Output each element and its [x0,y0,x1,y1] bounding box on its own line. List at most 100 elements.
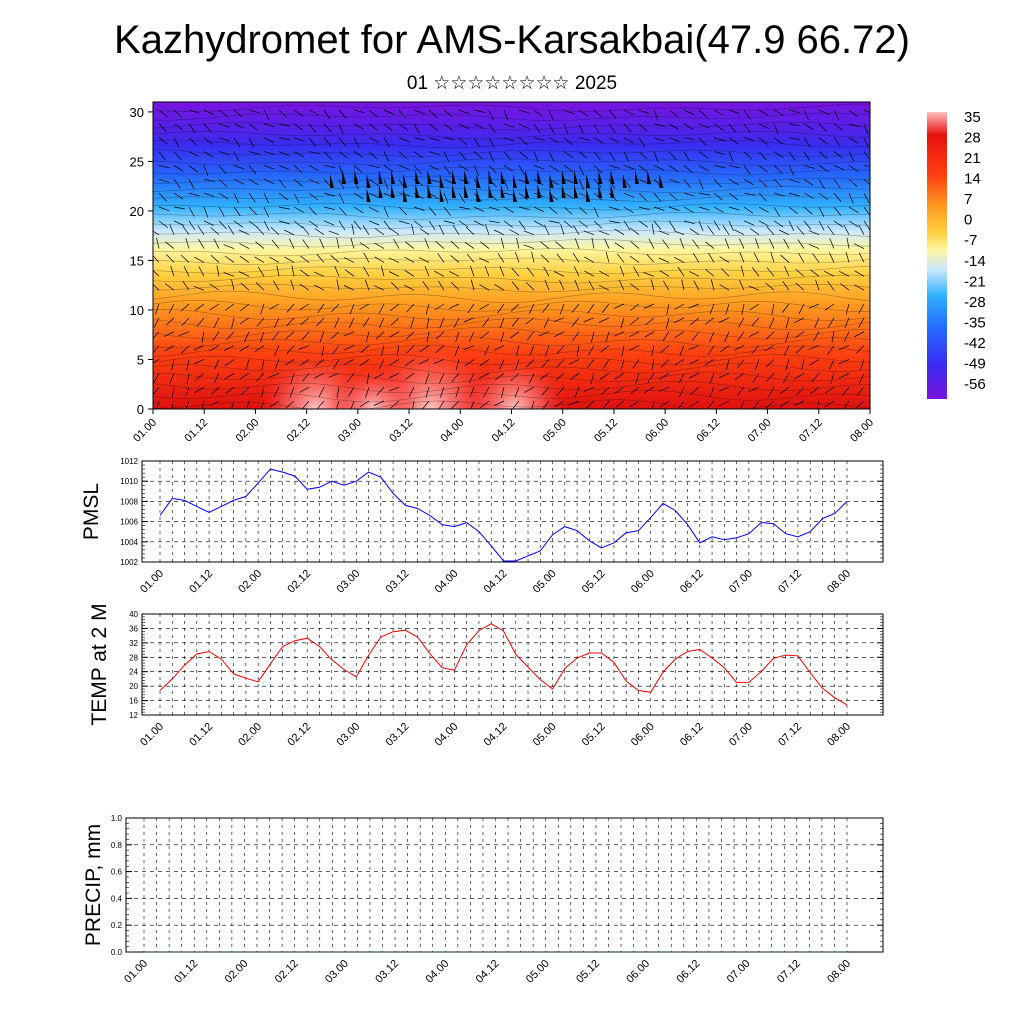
wind-barb [803,165,815,169]
wind-barb [668,165,679,172]
wind-barb [443,109,453,118]
wind-barb [794,372,805,380]
wind-barb [323,151,332,160]
wind-barb [501,387,505,398]
wind-barb [752,400,760,409]
x-tick-label: 07.00 [727,721,755,749]
wind-barb [196,317,205,327]
wind-barb [422,280,430,291]
wind-barb [608,137,620,143]
wind-barb [203,192,215,197]
wind-barb [293,151,304,158]
wind-barb [375,331,385,340]
wind-pennant [622,174,627,188]
contour-line [153,344,870,358]
y-tick-label: 15 [130,253,144,268]
wind-barb [273,386,280,398]
wind-pennant [427,184,432,198]
wind-barb [453,317,460,328]
wind-barb [156,237,160,249]
wind-barb [638,151,648,160]
wind-barb [323,165,335,168]
wind-pennant [354,170,359,184]
wind-barb [260,387,265,398]
wind-barb [308,137,316,147]
wind-barb [398,165,410,170]
wind-barb [363,252,370,263]
contour-line [153,167,870,176]
wind-barb [255,241,265,249]
wind-barb [269,400,280,408]
wind-barb [308,109,319,116]
wind-barb [859,373,865,384]
wind-pennant [549,174,554,188]
wind-barb [465,226,475,235]
wind-barb [630,386,640,395]
wind-barb [451,282,460,291]
y-tick-label: 0.2 [111,921,123,930]
wind-pennant [561,184,566,198]
wind-barb [692,239,700,249]
wind-barb [593,192,603,201]
wind-barb [571,303,580,313]
wind-barbs [153,109,870,409]
wind-barb [435,345,445,354]
contour-line [153,389,870,403]
x-tick-label: 03.00 [323,958,351,986]
wind-barb [743,123,751,134]
wind-pennant [488,170,493,184]
wind-barb [299,359,310,366]
wind-barb [283,229,295,236]
wind-barb [827,345,835,355]
wind-barb [158,178,170,183]
wind-barb [764,345,775,352]
wind-barb [743,178,754,186]
wind-barb [690,317,700,326]
wind-barb [389,331,400,338]
wind-barb [173,151,182,161]
wind-barb [709,303,715,315]
wind-barb [854,331,865,338]
wind-barb [173,123,184,131]
wind-barb [218,206,225,217]
wind-pennant [378,170,383,184]
wind-barb [648,238,655,249]
wind-barb [479,284,490,291]
wind-barb [754,238,760,249]
wind-barb [240,282,250,291]
wind-barb [336,400,340,409]
x-tick-label: 04.00 [433,568,461,596]
wind-barb [578,206,588,215]
wind-barb [274,317,280,329]
wind-barb [468,331,475,342]
wind-barb [533,151,539,162]
wind-barb [328,372,340,378]
wind-barb [708,252,715,263]
wind-barb [629,331,640,338]
wind-barb [598,284,610,291]
wind-barb [578,151,588,159]
wind-barb [608,123,616,134]
contour-line [153,309,870,322]
wind-barb [193,345,205,351]
wind-barb [766,267,775,277]
wind-pennant [513,174,517,188]
wind-barb [244,331,250,342]
wind-barb [524,317,535,325]
wind-barb [271,331,280,341]
wind-barb [688,359,700,365]
x-tick-label: 08.00 [848,417,876,445]
wind-barb [848,179,858,187]
wind-barb [413,123,420,134]
wind-barb [238,229,250,236]
wind-barb [218,165,227,175]
wind-barb [773,165,783,174]
colorbar-label: 21 [964,150,981,167]
wind-barb [713,123,724,131]
wind-pennant [378,184,383,198]
wind-barb [270,226,280,235]
wind-barb [779,400,790,408]
wind-barb [599,270,610,277]
x-tick-label: 01.12 [187,721,215,749]
wind-barb [210,386,220,396]
